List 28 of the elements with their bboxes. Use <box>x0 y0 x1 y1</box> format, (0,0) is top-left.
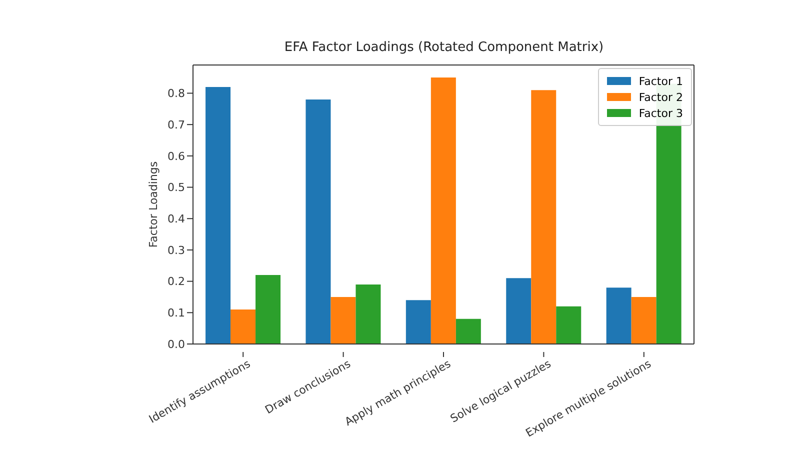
bar <box>430 78 456 344</box>
bar <box>230 310 256 344</box>
bar <box>206 86 231 344</box>
y-axis-title: Factor Loadings <box>146 161 160 248</box>
y-tick-label: 0.4 <box>168 212 185 226</box>
bar <box>531 90 556 344</box>
bar <box>456 318 481 344</box>
bar <box>330 296 356 344</box>
bar <box>506 278 532 344</box>
y-tick-label: 0.6 <box>168 150 185 163</box>
bar <box>606 288 632 344</box>
y-tick-label: 0.1 <box>168 306 185 320</box>
bar <box>256 275 281 344</box>
legend-label: Factor 3 <box>638 106 683 120</box>
bar <box>306 99 331 344</box>
bar <box>556 306 582 344</box>
legend-label: Factor 1 <box>638 74 683 88</box>
bar <box>356 284 381 344</box>
y-tick-label: 0.5 <box>168 181 185 194</box>
bar <box>631 296 656 344</box>
legend-label: Factor 2 <box>638 90 683 104</box>
y-tick-label: 0.0 <box>168 338 185 351</box>
bar <box>406 300 431 344</box>
y-tick-label: 0.8 <box>168 87 185 100</box>
y-tick-label: 0.3 <box>168 244 185 257</box>
chart-title: EFA Factor Loadings (Rotated Component Matrix) <box>283 40 605 55</box>
y-tick-label: 0.2 <box>168 275 185 288</box>
y-tick-label: 0.7 <box>168 118 185 132</box>
